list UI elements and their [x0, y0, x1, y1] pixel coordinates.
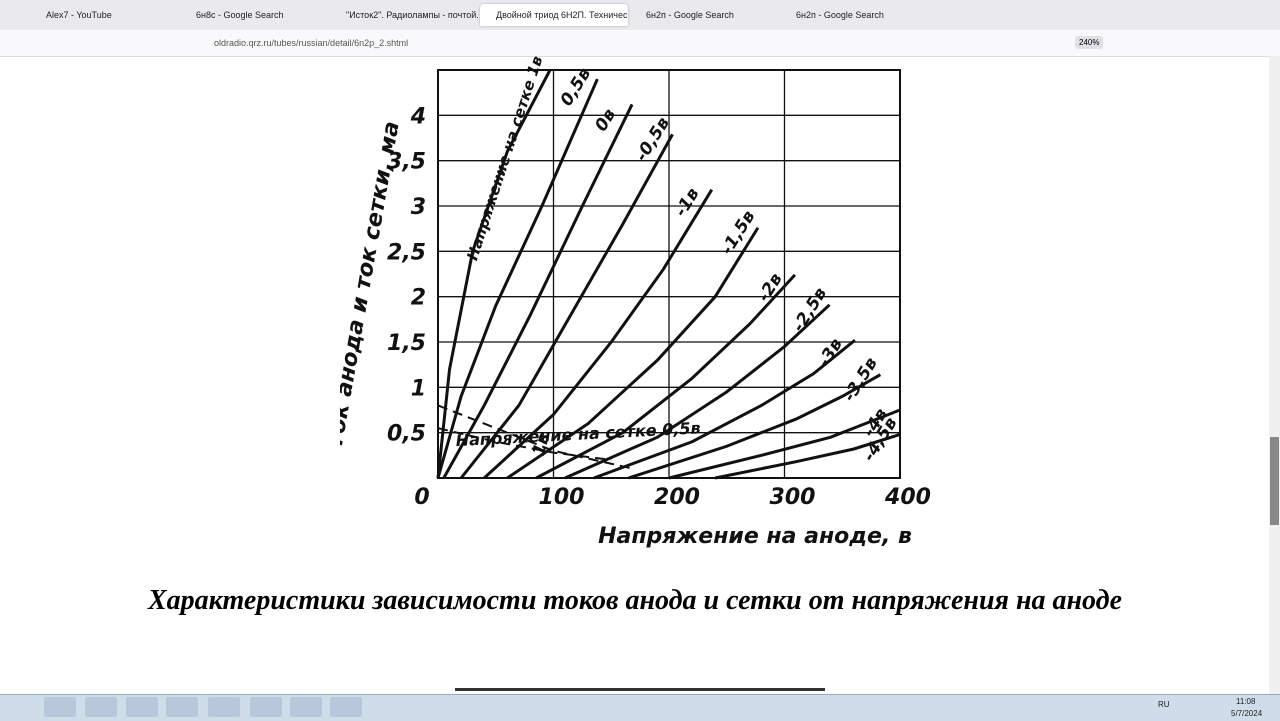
curve: [668, 408, 901, 480]
y-tick-label: 4: [410, 104, 426, 129]
taskbar-app[interactable]: [208, 697, 240, 717]
caption: Характеристики зависимости токов анода и…: [147, 585, 1122, 616]
curve: [483, 188, 714, 480]
y-tick-label: 3: [411, 195, 426, 220]
curve-label: -3в: [814, 335, 847, 371]
x-tick-label: 100: [539, 485, 585, 510]
y-tick-label: 1,5: [387, 331, 426, 356]
tab-bar: [0, 0, 1280, 30]
curve-label: Напряжение на сетке 1в: [463, 56, 546, 263]
curve-label: -2в: [754, 270, 787, 306]
y-tick-label: 1: [411, 376, 426, 401]
curve: [437, 404, 635, 470]
y-tick-label: 2: [411, 286, 426, 311]
x-axis-label: Напряжение на аноде, в: [598, 524, 912, 549]
curve-label: -0,5в: [632, 114, 674, 165]
curve-label: 0в: [591, 105, 620, 135]
scroll-thumb[interactable]: [1270, 437, 1279, 525]
url[interactable]: oldradio.qrz.ru/tubes/russian/detail/6n2…: [214, 38, 409, 48]
scrollbar[interactable]: [1269, 56, 1280, 694]
tab[interactable]: 6н8с - Google Search: [196, 10, 284, 20]
taskbar-app[interactable]: [126, 697, 158, 717]
taskbar-app[interactable]: [250, 697, 282, 717]
nav-bar: [0, 30, 1280, 57]
next-image-edge: [455, 688, 825, 691]
tab[interactable]: Двойной триод 6Н2П. Техническ: [480, 4, 628, 26]
zoom[interactable]: 240%: [1075, 36, 1104, 49]
y-axis-label: Ток анода и ток сетки, ма: [340, 119, 405, 450]
curve: [535, 273, 796, 480]
curve-label: 0,5в: [557, 64, 596, 109]
x-tick-label: 300: [770, 485, 816, 510]
tab[interactable]: 6н2п - Google Search: [796, 10, 884, 20]
taskbar-app[interactable]: [85, 697, 117, 717]
curve-label: -1в: [671, 184, 704, 220]
curve: [506, 226, 760, 480]
curve: [593, 339, 856, 480]
curve: [442, 103, 634, 479]
curve: [564, 303, 831, 480]
y-tick-label: 3,5: [387, 150, 426, 175]
curve: [437, 427, 612, 461]
taskbar-app[interactable]: [290, 697, 322, 717]
language[interactable]: RU: [1158, 700, 1170, 709]
chart: 0 100 200 300 400 0,5 1 1,5 2 2,5 3 3,5 4 Напряжение …: [340, 56, 931, 549]
x-tick-label: 400: [884, 485, 931, 510]
curve: [714, 433, 901, 480]
y-tick-label: 2,5: [387, 240, 426, 265]
x-tick-label: 0: [414, 485, 429, 510]
curve-label: -3,5в: [840, 354, 882, 405]
taskbar-app[interactable]: [166, 697, 198, 717]
time: 11:08: [1236, 697, 1256, 706]
date: 5/7/2024: [1231, 709, 1263, 718]
curve: [436, 78, 599, 479]
curve: [436, 69, 552, 479]
taskbar-app[interactable]: [330, 697, 362, 717]
tab[interactable]: 6н2п - Google Search: [646, 10, 734, 20]
curve-label: Напряжение на сетке 0,5в: [455, 418, 701, 450]
tab[interactable]: "Исток2". Радиолампы - почтой. К: [346, 10, 478, 20]
curve: [628, 373, 882, 480]
taskbar-app[interactable]: [44, 697, 76, 717]
y-tick-label: 0,5: [387, 422, 426, 447]
x-tick-label: 200: [654, 485, 700, 510]
tab[interactable]: Alex7 - YouTube: [46, 10, 112, 20]
